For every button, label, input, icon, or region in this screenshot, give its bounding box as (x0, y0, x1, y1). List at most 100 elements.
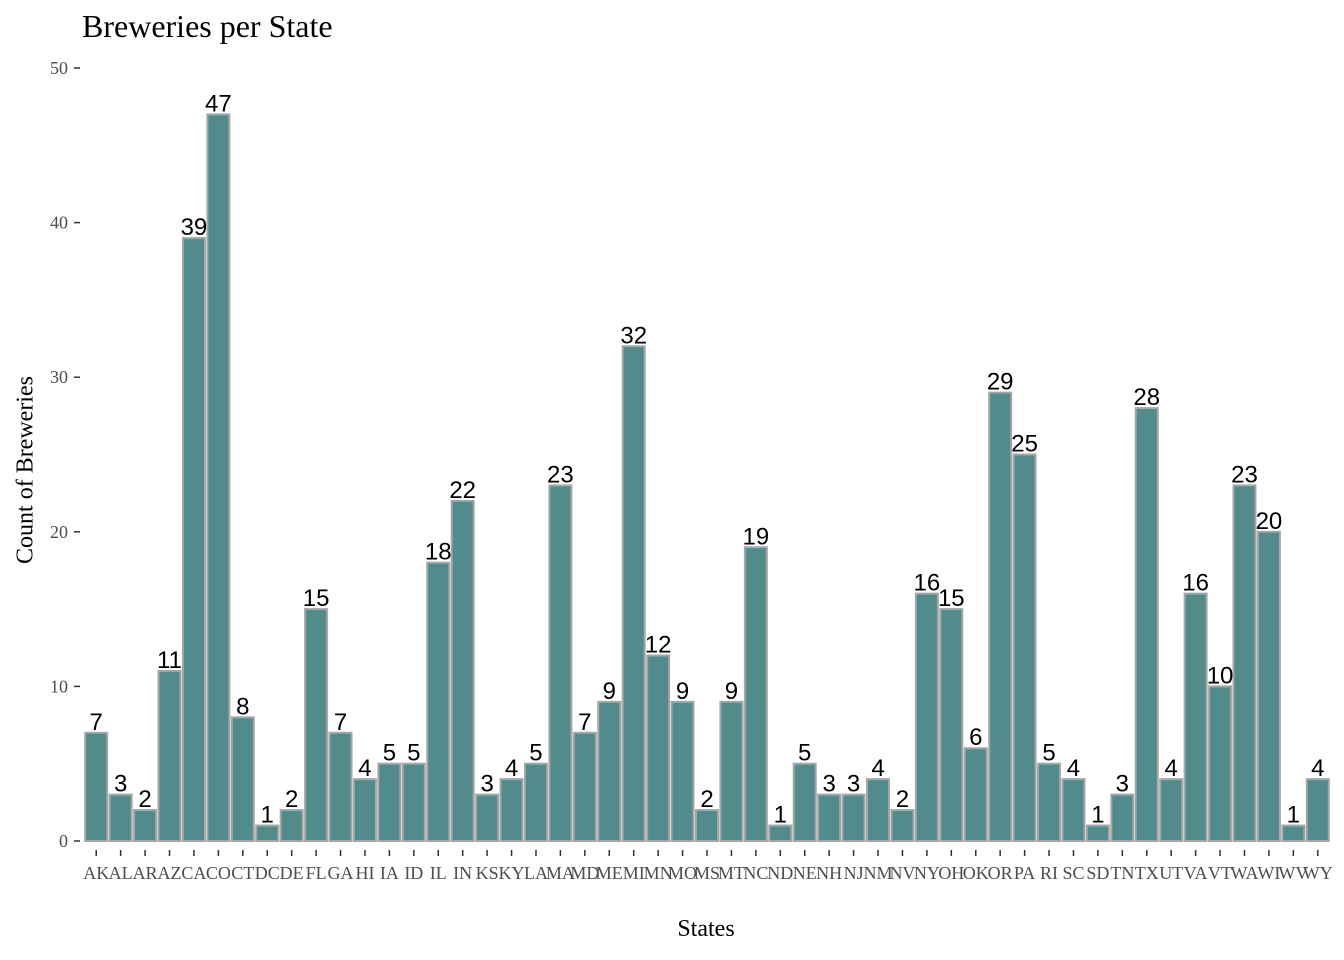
bar-LA (523, 762, 548, 843)
bar-FL (304, 608, 329, 842)
bar-KS (475, 793, 500, 842)
data-label-WV: 1 (1287, 802, 1300, 829)
y-tick-label: 0 (59, 831, 68, 851)
x-tick-label-IN: IN (453, 863, 472, 883)
x-tick-label-SD: SD (1086, 863, 1109, 883)
x-tick-label-MA: MA (546, 863, 575, 883)
bar-PA (1012, 453, 1037, 842)
data-label-NV: 2 (896, 786, 909, 813)
data-label-MS: 2 (700, 786, 713, 813)
data-label-AR: 2 (138, 786, 151, 813)
data-label-DE: 2 (285, 786, 298, 813)
bar-CA (181, 237, 206, 842)
bar-NM (866, 778, 891, 842)
bar-DC (255, 824, 280, 842)
data-label-WY: 4 (1311, 755, 1324, 782)
data-label-ND: 1 (774, 802, 787, 829)
data-label-LA: 5 (529, 740, 542, 767)
x-tick-label-NH: NH (816, 863, 842, 883)
chart-title: Breweries per State (82, 8, 333, 44)
data-label-HI: 4 (358, 755, 371, 782)
x-tick-label-MD: MD (570, 863, 599, 883)
y-tick-label: 40 (50, 213, 68, 233)
x-tick-label-AL: AL (109, 863, 133, 883)
data-label-WA: 23 (1231, 461, 1258, 488)
data-label-IA: 5 (383, 740, 396, 767)
bar-OH (939, 608, 964, 842)
x-tick-label-MO: MO (668, 863, 697, 883)
bar-ID (401, 762, 426, 843)
data-label-IN: 22 (449, 477, 476, 504)
x-tick-label-WY: WY (1303, 863, 1333, 883)
x-tick-label-ND: ND (767, 863, 793, 883)
bar-MD (572, 731, 597, 843)
bar-NC (743, 546, 768, 842)
data-label-UT: 4 (1165, 755, 1178, 782)
x-tick-label-WA: WA (1230, 863, 1258, 883)
y-axis: 0 10 20 30 40 50 (50, 58, 80, 851)
data-label-SC: 4 (1067, 755, 1080, 782)
data-label-OR: 29 (987, 369, 1014, 396)
x-tick-label-NC: NC (743, 863, 768, 883)
bar-SD (1085, 824, 1110, 842)
bar-WA (1232, 484, 1257, 842)
x-tick-label-WV: WV (1278, 863, 1308, 883)
x-tick-label-KY: KY (499, 863, 525, 883)
x-tick-label-RI: RI (1040, 863, 1058, 883)
bar-MT (719, 700, 744, 842)
bar-NJ (841, 793, 866, 842)
data-label-AK: 7 (90, 709, 103, 736)
data-label-MA: 23 (547, 461, 574, 488)
bar-CO (206, 113, 231, 842)
bar-IN (450, 499, 475, 842)
x-tick-label-KS: KS (476, 863, 499, 883)
data-label-FL: 15 (303, 585, 330, 612)
y-tick-label: 50 (50, 58, 68, 78)
data-label-OH: 15 (938, 585, 965, 612)
bar-RI (1037, 762, 1062, 843)
x-tick-label-NY: NY (914, 863, 940, 883)
x-tick-label-AK: AK (83, 863, 109, 883)
y-tick-label: 30 (50, 367, 68, 387)
bar-NE (792, 762, 817, 843)
data-label-CT: 8 (236, 693, 249, 720)
bar-VT (1208, 685, 1233, 843)
data-label-ME: 9 (603, 678, 616, 705)
x-tick-label-ID: ID (404, 863, 423, 883)
data-label-CA: 39 (181, 214, 208, 241)
data-label-NJ: 3 (847, 771, 860, 798)
bar-KY (499, 778, 524, 842)
data-label-PA: 25 (1011, 431, 1038, 458)
x-tick-label-OR: OR (988, 863, 1013, 883)
data-label-KS: 3 (480, 771, 493, 798)
bar-WY (1305, 778, 1330, 842)
data-label-TX: 28 (1133, 384, 1160, 411)
data-label-MN: 12 (645, 631, 672, 658)
data-label-WI: 20 (1256, 508, 1283, 535)
bar-IL (426, 561, 451, 842)
data-label-NM: 4 (871, 755, 884, 782)
x-tick-label-OK: OK (963, 863, 989, 883)
x-tick-label-FL: FL (306, 863, 327, 883)
x-tick-label-NE: NE (793, 863, 817, 883)
data-label-AZ: 11 (157, 647, 182, 674)
bar-CT (230, 716, 255, 843)
x-tick-label-CA: CA (181, 863, 206, 883)
data-label-IL: 18 (425, 539, 452, 566)
x-tick-label-SC: SC (1062, 863, 1084, 883)
x-tick-label-PA: PA (1014, 863, 1035, 883)
data-label-DC: 1 (261, 802, 274, 829)
bar-TN (1110, 793, 1135, 842)
x-tick-label-LA: LA (524, 863, 548, 883)
bar-MN (646, 654, 671, 842)
x-tick-label-MN: MN (644, 863, 673, 883)
bar-ME (597, 700, 622, 842)
data-label-AL: 3 (114, 771, 127, 798)
x-tick-label-MS: MS (694, 863, 720, 883)
x-tick-label-MI: MI (623, 863, 645, 883)
data-label-MO: 9 (676, 678, 689, 705)
x-tick-label-AZ: AZ (158, 863, 182, 883)
